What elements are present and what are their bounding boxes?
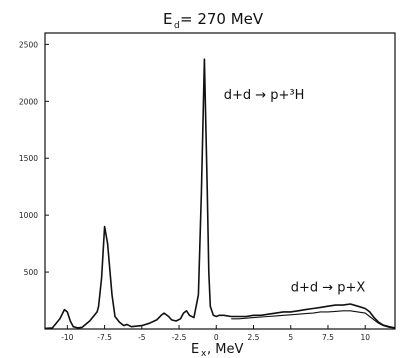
y-tick-label: 2500 [19,40,38,49]
x-tick-label: -5 [138,333,146,342]
series-line-2 [231,310,396,329]
y-axis: 500 1000 1500 2000 2500 [19,40,49,277]
x-tick-label: 2.5 [248,333,260,342]
y-tick-label: 1000 [19,211,38,220]
annotation-reaction-1: d+d → p+³H [224,88,305,103]
xlabel-main: E [191,342,199,357]
x-tick-label: 7.5 [322,333,334,342]
y-tick-label: 1500 [19,154,38,163]
annotations: d+d → p+³H d+d → p+X [224,88,366,295]
y-tick-label: 2000 [19,97,38,106]
xlabel-rest: , MeV [207,342,243,357]
title-subscript: d [174,21,180,31]
x-tick-label: -2.5 [172,333,187,342]
series-line-1 [44,58,396,330]
title-rest: = 270 MeV [180,10,264,28]
x-tick-label: -10 [61,333,73,342]
x-tick-label: -7.5 [97,333,112,342]
chart-title: E d = 270 MeV [163,10,264,31]
plot-frame [44,32,396,330]
x-tick-label: 0 [214,333,219,342]
x-tick-label: 5 [288,333,293,342]
x-tick-label: 10 [360,333,370,342]
x-axis: -10 -7.5 -5 -2.5 0 2.5 5 7.5 10 [61,325,370,342]
title-main: E [163,10,172,28]
series-layer [44,58,396,330]
y-tick-label: 500 [24,268,39,277]
xlabel-subscript: x [201,349,207,358]
x-axis-label: E x , MeV [191,342,243,358]
annotation-reaction-2: d+d → p+X [291,280,366,295]
